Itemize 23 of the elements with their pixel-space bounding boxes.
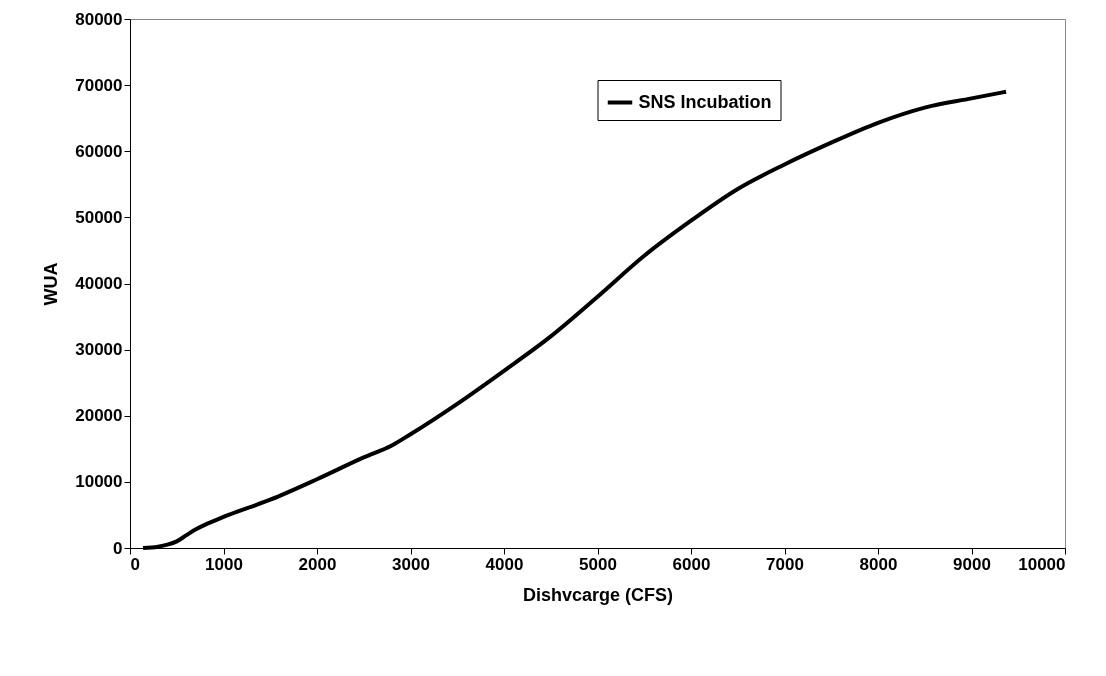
x-tick-label: 3000 (392, 554, 430, 574)
y-tick-label: 80000 (75, 9, 123, 29)
y-tick-label: 70000 (75, 75, 123, 95)
y-tick-label: 20000 (75, 406, 123, 426)
x-tick-label: 5000 (579, 554, 617, 574)
x-tick-label: 10000 (1018, 554, 1066, 574)
y-tick-label: 60000 (75, 141, 123, 161)
x-tick-label: 0 (130, 554, 140, 574)
y-tick-label: 50000 (75, 207, 123, 227)
x-tick-label: 6000 (672, 554, 711, 574)
y-axis-title: WUA (41, 262, 62, 306)
y-tick-label: 10000 (75, 472, 123, 492)
x-tick-label: 9000 (953, 554, 991, 574)
x-tick-label: 4000 (485, 554, 524, 574)
x-tick-label: 2000 (298, 554, 337, 574)
legend-label: SNS Incubation (638, 91, 772, 112)
x-axis-title: Dishvcarge (CFS) (522, 584, 674, 605)
y-tick-label: 0 (113, 538, 123, 558)
x-tick-label: 1000 (205, 554, 243, 574)
x-tick-label: 7000 (766, 554, 804, 574)
y-tick-label: 30000 (75, 340, 123, 360)
y-tick-label: 40000 (75, 274, 123, 293)
x-tick-label: 8000 (859, 554, 898, 574)
